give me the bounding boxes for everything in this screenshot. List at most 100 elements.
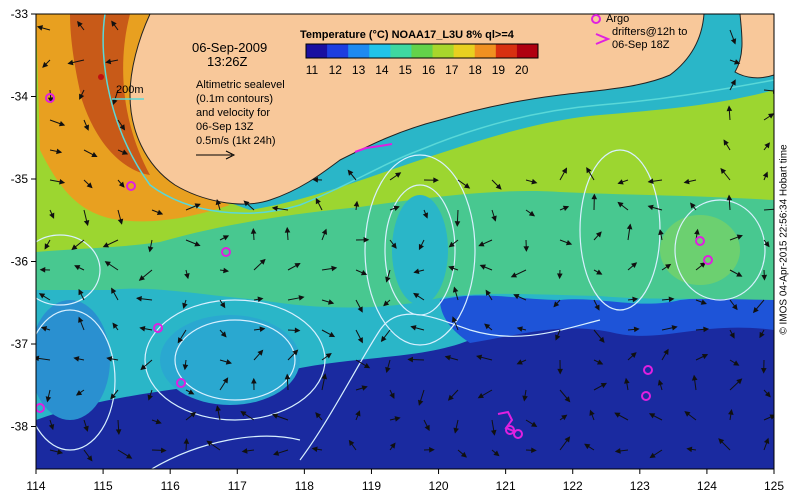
velocity-arrowhead bbox=[448, 265, 455, 272]
velocity-arrowhead bbox=[484, 323, 491, 330]
velocity-arrowhead bbox=[596, 269, 603, 275]
drifter-marker bbox=[595, 33, 611, 45]
land-east bbox=[734, 14, 774, 79]
velocity-arrowhead bbox=[591, 193, 598, 200]
colorbar-swatch bbox=[495, 44, 518, 58]
y-tick-label: -36 bbox=[11, 255, 29, 269]
velocity-arrowhead bbox=[194, 241, 201, 247]
note-line: (0.1m contours) bbox=[196, 93, 273, 105]
velocity-arrowhead bbox=[83, 219, 90, 227]
velocity-arrowhead bbox=[121, 149, 129, 155]
colorbar-swatch bbox=[348, 44, 370, 58]
velocity-arrowhead bbox=[624, 377, 630, 384]
velocity-arrowhead bbox=[665, 263, 672, 270]
velocity-arrowhead bbox=[686, 446, 693, 453]
velocity-arrowhead bbox=[657, 379, 664, 386]
x-tick-label: 116 bbox=[161, 479, 180, 493]
velocity-arrowhead bbox=[736, 378, 743, 385]
velocity-arrowhead bbox=[631, 262, 638, 269]
velocity-arrowhead bbox=[417, 399, 424, 406]
velocity-arrowhead bbox=[516, 359, 523, 365]
contour-line bbox=[674, 199, 766, 301]
velocity-arrowhead bbox=[726, 194, 733, 201]
cool-water-region bbox=[440, 295, 774, 343]
argo-float bbox=[641, 391, 651, 401]
velocity-arrowhead bbox=[510, 272, 517, 278]
colorbar-tick-label: 14 bbox=[375, 63, 389, 77]
velocity-arrowhead bbox=[736, 234, 743, 240]
velocity-arrowhead bbox=[493, 450, 500, 457]
colorbar-ticks: 11 12 13 14 15 16 17 18 19 20 bbox=[306, 63, 529, 77]
velocity-arrowhead bbox=[760, 367, 767, 374]
velocity-arrowhead bbox=[564, 396, 571, 403]
velocity-arrowhead bbox=[86, 182, 93, 189]
velocity-arrowhead bbox=[557, 273, 563, 280]
velocity-arrowhead bbox=[700, 299, 707, 305]
sealevel-contours bbox=[36, 149, 766, 469]
velocity-arrowhead bbox=[531, 178, 538, 185]
colorbar-tick-label: 19 bbox=[492, 63, 506, 77]
velocity-arrowhead bbox=[658, 229, 664, 236]
isobath-label: 200m bbox=[116, 84, 144, 96]
velocity-arrowhead bbox=[626, 223, 633, 230]
velocity-arrowhead bbox=[48, 423, 55, 431]
colorbar-swatch bbox=[432, 44, 455, 58]
velocity-arrowhead bbox=[451, 316, 458, 323]
colorbar-tick-label: 17 bbox=[445, 63, 459, 77]
velocity-arrowhead bbox=[557, 368, 563, 375]
velocity-arrowhead bbox=[294, 327, 301, 334]
colorbar-tick-label: 13 bbox=[352, 63, 366, 77]
note-line: and velocity for bbox=[196, 107, 270, 119]
velocity-arrowhead bbox=[119, 124, 126, 131]
velocity-arrowhead bbox=[723, 139, 729, 146]
map-time: 13:26Z bbox=[207, 54, 248, 69]
velocity-arrowhead bbox=[311, 446, 318, 452]
velocity-arrowhead bbox=[140, 364, 147, 371]
velocity-arrowhead bbox=[565, 239, 573, 246]
velocity-arrowhead bbox=[222, 235, 230, 241]
velocity-arrowhead bbox=[699, 262, 706, 268]
velocity-arrowhead bbox=[38, 293, 46, 299]
velocity-arrowhead bbox=[444, 355, 451, 361]
velocity-arrow bbox=[763, 89, 774, 92]
velocity-arrowhead bbox=[663, 348, 669, 355]
argo-float bbox=[126, 181, 136, 191]
velocity-arrowhead bbox=[728, 409, 734, 416]
velocity-arrowhead bbox=[73, 356, 80, 362]
velocity-arrowhead bbox=[683, 178, 690, 185]
argo-float bbox=[221, 247, 231, 257]
argo-float bbox=[36, 403, 45, 413]
velocity-arrowhead bbox=[126, 453, 133, 459]
velocity-arrowhead bbox=[112, 98, 118, 106]
velocity-arrowhead bbox=[647, 204, 654, 211]
contour-line bbox=[299, 313, 601, 461]
velocity-arrowhead bbox=[257, 349, 264, 356]
note-line: 06-Sep 13Z bbox=[196, 121, 254, 133]
velocity-arrowhead bbox=[553, 301, 560, 308]
velocity-arrowhead bbox=[58, 120, 66, 127]
velocity-arrowhead bbox=[452, 286, 459, 293]
velocity-arrowhead bbox=[730, 38, 737, 45]
velocity-arrowhead bbox=[730, 79, 736, 86]
velocity-arrowhead bbox=[649, 452, 656, 459]
velocity-arrowhead bbox=[720, 167, 727, 175]
velocity-arrowhead bbox=[478, 241, 485, 247]
velocity-arrowhead bbox=[39, 267, 46, 273]
velocity-arrowhead bbox=[67, 59, 74, 66]
velocity-arrowhead bbox=[86, 455, 93, 462]
velocity-arrowhead bbox=[327, 299, 335, 305]
velocity-arrowhead bbox=[138, 275, 145, 281]
velocity-arrowhead bbox=[734, 59, 741, 65]
velocity-arrowhead bbox=[57, 449, 64, 455]
velocity-arrowhead bbox=[479, 264, 486, 270]
velocity-arrowhead bbox=[561, 414, 568, 421]
velocity-arrowhead bbox=[325, 352, 332, 359]
cool-eddy bbox=[160, 315, 300, 405]
x-tick-label: 123 bbox=[630, 479, 650, 493]
velocity-arrowhead bbox=[59, 179, 66, 185]
velocity-arrowhead bbox=[42, 61, 49, 68]
velocity-arrowhead bbox=[764, 391, 771, 398]
velocity-arrowhead bbox=[284, 373, 291, 380]
y-tick-label: -33 bbox=[11, 7, 29, 21]
velocity-arrowhead bbox=[71, 244, 78, 251]
